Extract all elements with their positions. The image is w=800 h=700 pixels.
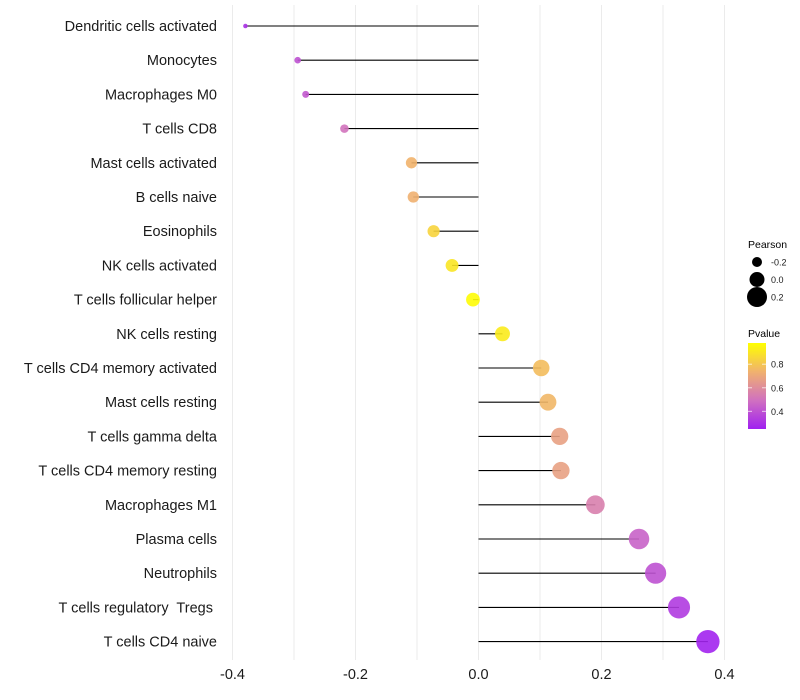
size-legend-title: Pearson	[748, 239, 787, 251]
size-legend-key	[752, 257, 762, 267]
lollipop-point	[243, 23, 248, 29]
lollipop-point	[696, 629, 720, 654]
lollipop-point	[302, 90, 310, 98]
x-tick-label: -0.2	[343, 667, 368, 683]
size-legend-key	[749, 272, 765, 287]
x-tick-label: 0.4	[714, 667, 734, 683]
y-axis-label: Macrophages M0	[105, 87, 217, 103]
y-axis-label: T cells CD4 memory resting	[38, 464, 217, 480]
y-axis-label: T cells CD4 naive	[104, 635, 217, 651]
y-axis-label: NK cells resting	[116, 327, 217, 343]
lollipop-point	[645, 562, 667, 584]
lollipop-point	[628, 528, 650, 550]
lollipop-point	[294, 56, 302, 64]
color-legend-label: 0.4	[771, 407, 784, 417]
y-axis-label: Mast cells activated	[90, 156, 217, 172]
lollipop-segments	[245, 25, 708, 643]
legend: Pearson -0.2 0.0 0.2 Pvalue 0.8 0.6 0.4	[747, 239, 787, 429]
gridlines	[232, 5, 725, 660]
lollipop-point	[552, 461, 570, 480]
lollipop-point	[667, 596, 691, 619]
lollipop-point	[427, 225, 440, 238]
y-axis-label: NK cells activated	[102, 258, 217, 274]
lollipop-point	[405, 157, 418, 169]
x-tick-label: 0.0	[468, 667, 488, 683]
lollipop-point	[445, 258, 459, 272]
y-axis-label: Neutrophils	[144, 566, 217, 582]
size-legend: -0.2 0.0 0.2	[747, 257, 787, 307]
lollipop-point	[466, 292, 480, 307]
y-axis-label: T cells gamma delta	[88, 429, 218, 445]
y-axis-label: Dendritic cells activated	[65, 19, 217, 35]
color-legend-label: 0.8	[771, 360, 784, 370]
size-legend-label: 0.2	[771, 293, 784, 303]
y-axis-label: Monocytes	[147, 53, 217, 69]
y-axis-label: T cells CD8	[142, 122, 217, 138]
size-legend-label: -0.2	[771, 258, 787, 268]
size-legend-key	[747, 287, 767, 307]
y-axis-label: T cells follicular helper	[74, 293, 217, 309]
y-axis-label: Plasma cells	[136, 532, 217, 548]
y-axis-label: Mast cells resting	[105, 395, 217, 411]
lollipop-point	[539, 393, 557, 411]
y-axis-label: Macrophages M1	[105, 498, 217, 514]
size-legend-label: 0.0	[771, 275, 784, 285]
y-axis-label: Eosinophils	[143, 224, 217, 240]
lollipop-point	[407, 191, 419, 203]
lollipop-point	[551, 427, 569, 446]
y-axis-label: B cells naive	[136, 190, 217, 206]
color-legend-bar	[748, 343, 766, 429]
lollipop-point	[340, 124, 349, 133]
lollipop-point	[532, 359, 550, 377]
y-axis-labels: Dendritic cells activated Monocytes Macrop…	[24, 19, 218, 651]
color-legend-title: Pvalue	[748, 328, 780, 340]
y-axis-label: T cells regulatory Tregs	[59, 600, 218, 616]
color-legend-ticks: 0.8 0.6 0.4	[748, 360, 784, 417]
y-axis-label: T cells CD4 memory activated	[24, 361, 217, 377]
x-tick-label: 0.2	[591, 667, 611, 683]
color-legend-label: 0.6	[771, 383, 784, 393]
lollipop-points	[243, 23, 720, 654]
lollipop-point	[585, 495, 605, 515]
lollipop-point	[494, 326, 510, 342]
x-axis-tick-labels: -0.4 -0.2 0.0 0.2 0.4	[220, 667, 735, 683]
x-tick-label: -0.4	[220, 667, 245, 683]
